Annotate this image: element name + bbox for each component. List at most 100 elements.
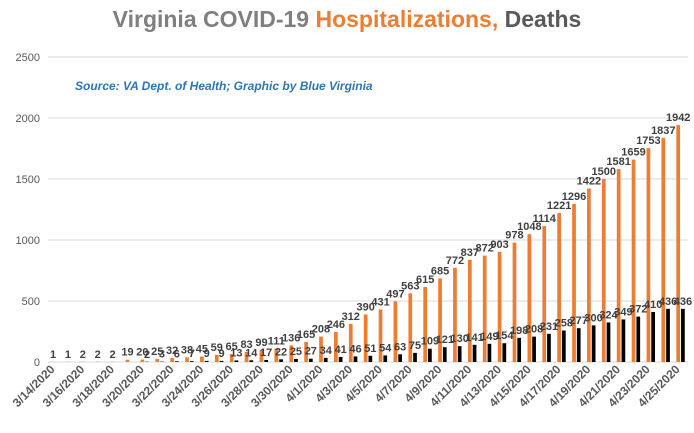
bar-deaths — [428, 348, 432, 362]
data-label-hospitalizations: 246 — [327, 319, 345, 331]
data-label-hospitalizations: 837 — [461, 247, 479, 259]
data-label-hospitalizations: 431 — [371, 296, 389, 308]
bar-deaths — [189, 361, 194, 362]
bar-deaths — [502, 343, 507, 362]
bar-deaths — [666, 308, 670, 362]
chart-title: Virginia COVID-19 Hospitalizations, Deat… — [0, 6, 694, 33]
data-label-deaths: 121 — [436, 334, 454, 346]
data-label-deaths: 9 — [204, 348, 210, 360]
data-label-hospitalizations: 2 — [110, 349, 116, 361]
bar-deaths — [472, 344, 477, 362]
data-label-hospitalizations: 1581 — [606, 156, 630, 168]
data-label-deaths: 9 — [218, 348, 224, 360]
data-label-hospitalizations: 978 — [505, 230, 523, 242]
bar-deaths — [368, 355, 373, 362]
bar-deaths — [353, 356, 358, 362]
data-label-hospitalizations: 1753 — [636, 135, 660, 147]
data-label-hospitalizations: 45 — [196, 344, 208, 356]
bar-hospitalizations — [348, 323, 353, 362]
data-label-deaths: 109 — [421, 336, 439, 348]
data-label-deaths: 7 — [189, 348, 195, 360]
bar-hospitalizations — [661, 137, 666, 362]
bar-deaths — [532, 336, 536, 362]
bar-deaths — [323, 357, 328, 362]
bar-hospitalizations — [557, 213, 561, 362]
data-label-hospitalizations: 32 — [166, 345, 178, 357]
bar-hospitalizations — [229, 354, 234, 362]
bar-deaths — [308, 358, 313, 362]
bar-deaths — [249, 360, 254, 362]
chart-title-part1: Virginia COVID-19 — [112, 6, 316, 32]
data-label-hospitalizations: 38 — [181, 344, 193, 356]
bar-hospitalizations — [467, 259, 472, 362]
bar-hospitalizations — [512, 242, 517, 362]
bar-deaths — [651, 311, 656, 362]
bar-hospitalizations — [155, 358, 160, 362]
bar-hospitalizations — [453, 267, 457, 362]
bar-hospitalizations — [497, 251, 502, 362]
bar-hospitalizations — [170, 358, 175, 362]
data-label-deaths: 2 — [144, 349, 150, 361]
bar-deaths — [621, 319, 626, 362]
bar-hospitalizations — [527, 234, 532, 362]
bars — [51, 125, 685, 363]
bar-hospitalizations — [334, 331, 338, 362]
bar-hospitalizations — [616, 169, 621, 362]
data-label-hospitalizations: 99 — [255, 337, 267, 349]
data-label-deaths: 208 — [525, 324, 543, 336]
data-label-deaths: 17 — [260, 347, 272, 359]
bar-deaths — [561, 330, 566, 362]
data-label-hospitalizations: 165 — [297, 329, 315, 341]
bar-hospitalizations — [259, 349, 264, 362]
data-label-deaths: 436 — [674, 296, 692, 308]
bar-hospitalizations — [125, 359, 130, 362]
bar-deaths — [338, 356, 343, 362]
data-label-hospitalizations: 772 — [446, 255, 464, 267]
bar-hospitalizations — [408, 293, 413, 362]
bar-hospitalizations — [304, 341, 308, 362]
data-label-hospitalizations: 65 — [226, 341, 238, 353]
bar-deaths — [636, 316, 641, 362]
y-tick-label: 500 — [22, 296, 40, 308]
data-label-deaths: 75 — [409, 340, 421, 352]
data-label-deaths: 63 — [394, 341, 406, 353]
bar-deaths — [442, 347, 447, 362]
source-note: Source: VA Dept. of Health; Graphic by B… — [75, 79, 373, 93]
bar-hospitalizations — [601, 179, 606, 362]
bar-hospitalizations — [482, 255, 487, 362]
data-label-hospitalizations: 59 — [211, 342, 223, 354]
y-tick-label: 0 — [34, 357, 40, 369]
bar-deaths — [279, 359, 283, 362]
data-label-hospitalizations: 1 — [50, 349, 56, 361]
data-label-hospitalizations: 390 — [356, 301, 374, 313]
data-labels: 1 1 2 2 2 19 202 253 326 387 459599651383149917111… — [50, 112, 692, 361]
bar-hospitalizations — [274, 348, 279, 362]
data-label-deaths: 6 — [174, 348, 180, 360]
bar-deaths — [175, 361, 179, 362]
data-label-deaths: 3 — [159, 349, 165, 361]
data-label-deaths: 410 — [644, 299, 662, 311]
data-label-hospitalizations: 615 — [416, 274, 434, 286]
data-label-hospitalizations: 19 — [121, 347, 133, 359]
bar-hospitalizations — [363, 314, 368, 362]
data-label-deaths: 141 — [465, 332, 483, 344]
data-label-hospitalizations: 1296 — [562, 191, 586, 203]
data-label-deaths: 41 — [334, 344, 346, 356]
data-label-hospitalizations: 83 — [240, 339, 252, 351]
data-label-deaths: 25 — [290, 346, 302, 358]
data-label-deaths: 154 — [495, 330, 514, 342]
bar-hospitalizations — [140, 359, 145, 362]
data-label-deaths: 231 — [540, 321, 558, 333]
bar-deaths — [398, 354, 402, 362]
bar-hospitalizations — [676, 125, 681, 363]
gridlines — [48, 56, 688, 363]
bar-hospitalizations — [378, 309, 383, 362]
data-label-hospitalizations: 1422 — [577, 176, 601, 188]
bar-hospitalizations — [200, 356, 204, 362]
bar-hospitalizations — [542, 226, 547, 362]
data-label-deaths: 149 — [480, 331, 498, 343]
bar-deaths — [606, 322, 611, 362]
bar-deaths — [681, 308, 685, 362]
bar-deaths — [204, 360, 209, 362]
